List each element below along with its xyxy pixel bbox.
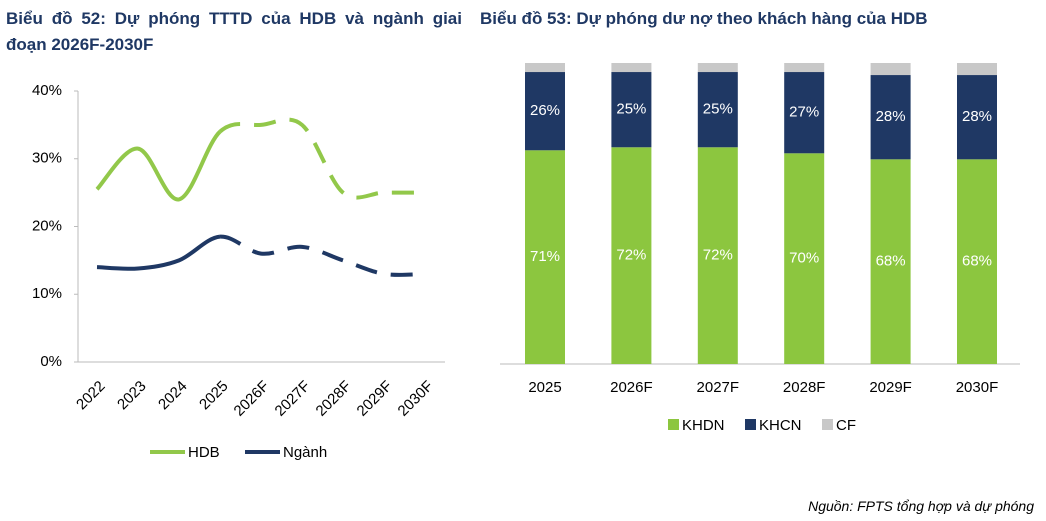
x-tick-label: 2026F — [231, 378, 273, 420]
data-label: 25% — [703, 101, 733, 118]
x-tick-label: 2022 — [73, 378, 109, 414]
y-tick-label: 0% — [40, 353, 62, 370]
bar-segment — [957, 159, 997, 364]
data-label: 68% — [962, 253, 992, 270]
legend-label: HDB — [188, 444, 220, 461]
bar-segment — [784, 153, 825, 364]
x-tick-label: 2029F — [354, 378, 396, 420]
legend-label: KHCN — [759, 417, 802, 434]
series-line-forecast — [219, 234, 426, 277]
y-tick-label: 20% — [32, 217, 62, 234]
bar-segment — [697, 147, 738, 364]
x-tick-label: 2025 — [528, 379, 561, 396]
x-tick-label: 2023 — [114, 378, 150, 414]
bar-segment — [784, 63, 825, 73]
y-tick-label: 40% — [32, 82, 62, 99]
x-tick-label: 2024 — [155, 378, 191, 414]
x-tick-label: 2028F — [313, 378, 355, 420]
bar-segment — [697, 72, 738, 148]
data-label: 72% — [616, 247, 646, 264]
bar-segment — [611, 63, 652, 73]
data-label: 68% — [876, 253, 906, 270]
bar-segment — [525, 72, 565, 151]
x-tick-label: 2030F — [956, 379, 999, 396]
series-line — [96, 234, 221, 271]
source-note: Nguồn: FPTS tổng hợp và dự phóng — [808, 498, 1034, 514]
x-tick-label: 2030F — [395, 378, 437, 420]
data-label: 26% — [530, 102, 560, 119]
x-tick-label: 2029F — [869, 379, 912, 396]
data-label: 27% — [789, 104, 819, 121]
legend-swatch — [668, 419, 679, 430]
data-label: 71% — [530, 248, 560, 265]
bar-segment — [957, 75, 997, 160]
legend-label: CF — [836, 417, 856, 434]
bar-segment — [697, 63, 738, 73]
bar-segment — [957, 63, 997, 76]
bar-segment — [870, 75, 911, 160]
legend-label: Ngành — [283, 444, 327, 461]
data-label: 70% — [789, 250, 819, 267]
x-tick-label: 2026F — [610, 379, 653, 396]
data-label: 28% — [876, 108, 906, 125]
chart-title: Biểu đồ 53: Dự phóng dư nợ theo khách hà… — [480, 9, 928, 28]
y-tick-label: 30% — [32, 150, 62, 167]
data-label: 72% — [703, 247, 733, 264]
bar-segment — [870, 159, 911, 364]
x-tick-label: 2025 — [196, 378, 232, 414]
data-label: 28% — [962, 108, 992, 125]
legend-label: KHDN — [682, 417, 725, 434]
y-tick-label: 10% — [32, 285, 62, 302]
bar-segment — [784, 72, 825, 154]
x-tick-label: 2027F — [272, 378, 314, 420]
series-line-forecast — [218, 117, 425, 200]
bar-segment — [870, 63, 911, 76]
chart-title: Biểu đồ 52: Dự phóng TTTD của HDB và ngà… — [6, 9, 462, 54]
bar-segment — [611, 147, 652, 364]
x-tick-label: 2028F — [783, 379, 826, 396]
legend-swatch — [822, 419, 833, 430]
legend-swatch — [745, 419, 756, 430]
x-tick-label: 2027F — [697, 379, 740, 396]
series-line — [95, 130, 222, 202]
bar-segment — [525, 150, 565, 364]
bar-segment — [525, 63, 565, 73]
data-label: 25% — [616, 101, 646, 118]
bar-segment — [611, 72, 652, 148]
